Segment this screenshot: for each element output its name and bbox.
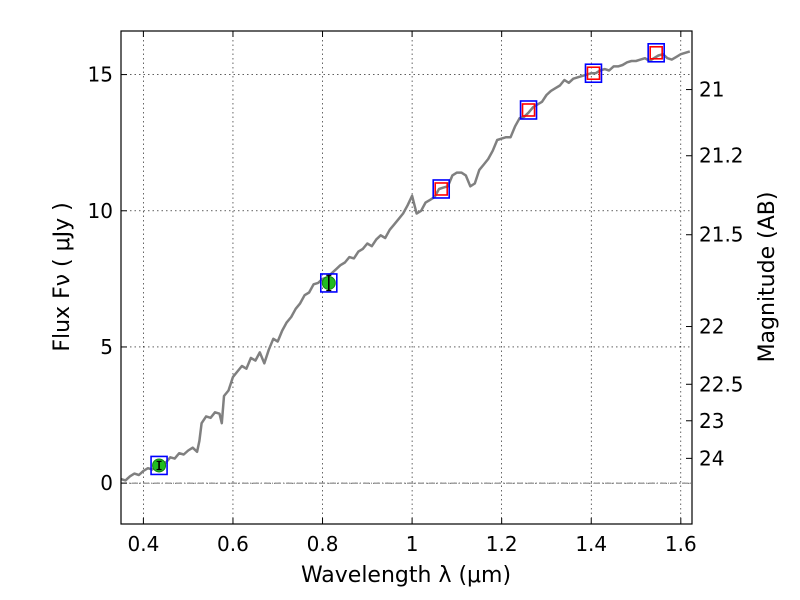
model-point-marker xyxy=(434,182,449,196)
y-axis-label: Flux Fν ( μJy ) xyxy=(50,202,75,351)
y-tick-label: 0 xyxy=(100,471,113,495)
y-tick-label: 10 xyxy=(88,199,113,223)
x-tick-label: 1.4 xyxy=(575,532,607,556)
y-right-tick-label: 23 xyxy=(699,409,724,433)
spectrum-line xyxy=(121,50,691,482)
x-tick-label: 0.4 xyxy=(127,532,159,556)
data-point-box xyxy=(150,455,168,476)
y-right-tick-label: 22.5 xyxy=(699,372,744,396)
x-axis-label: Wavelength λ (μm) xyxy=(301,563,511,588)
y-right-tick-label: 21.5 xyxy=(699,223,744,247)
x-tick-label: 0.6 xyxy=(217,532,249,556)
x-tick-label: 0.8 xyxy=(307,532,339,556)
y-tick-label: 5 xyxy=(100,335,113,359)
model-point-marker xyxy=(586,66,601,81)
plot-background xyxy=(121,31,692,524)
y-right-tick-label: 21.2 xyxy=(699,144,744,168)
y-right-tick-label: 22 xyxy=(699,315,724,339)
data-point-box xyxy=(584,63,603,84)
x-tick-label: 1.2 xyxy=(486,532,518,556)
model-point-marker xyxy=(521,103,536,117)
y-axis-right-label: Magnitude (AB) xyxy=(755,192,780,363)
model-point-marker xyxy=(649,45,663,60)
y-right-tick-label: 21 xyxy=(699,78,724,102)
axis-ticks xyxy=(121,31,692,524)
spectrum-series xyxy=(121,50,691,482)
x-tick-label: 1 xyxy=(406,532,419,556)
plot-frame xyxy=(120,30,693,525)
x-tick-label: 1.6 xyxy=(665,532,697,556)
tick-labels: 0.4 0.6 0.8 1 1.2 1.4 1.6 0 5 10 15 21 21.2 21.5 22 22.… xyxy=(88,63,744,556)
data-point-box xyxy=(519,100,538,120)
y-right-tick-label: 24 xyxy=(699,446,724,470)
data-point-box xyxy=(432,179,451,199)
photometry-points xyxy=(150,42,665,476)
grid-lines xyxy=(121,31,692,524)
data-point-box xyxy=(319,273,338,293)
y-tick-label: 15 xyxy=(88,63,113,87)
data-point-box xyxy=(647,42,665,63)
